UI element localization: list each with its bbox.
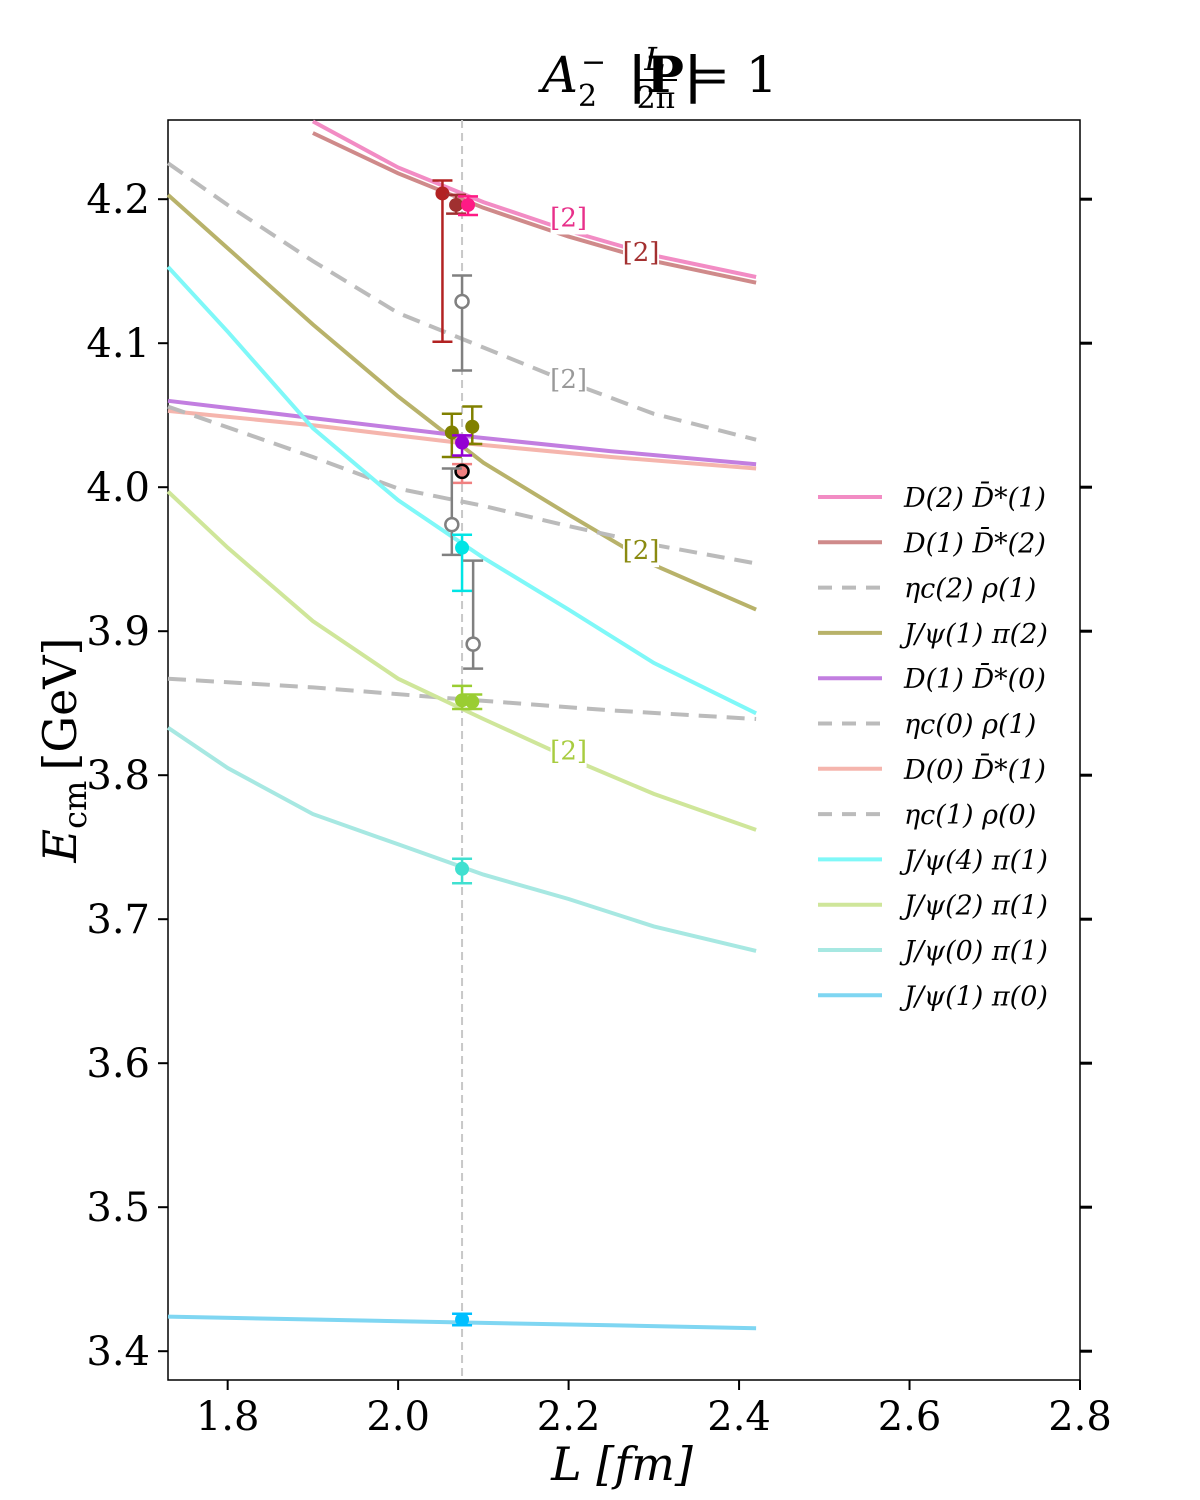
y-tick-label-3: 3.7 bbox=[86, 897, 150, 943]
series-line-9 bbox=[166, 490, 757, 832]
chart-title: A2− |P| bbox=[538, 45, 702, 114]
x-tick-label-2: 2.2 bbox=[537, 1394, 601, 1440]
y-tick-label-1: 3.5 bbox=[86, 1185, 150, 1231]
data-point-1 bbox=[449, 197, 464, 212]
series-line-1 bbox=[312, 131, 757, 285]
multiplicity-label-0: [2] bbox=[550, 203, 587, 233]
data-point-6 bbox=[455, 435, 470, 450]
y-tick-label-6: 4.0 bbox=[86, 465, 150, 511]
multiplicity-label-9: [2] bbox=[550, 736, 587, 766]
data-point-0 bbox=[435, 186, 450, 201]
series-line-0 bbox=[311, 119, 757, 279]
data-point-2 bbox=[461, 197, 476, 212]
legend-label-1: D(1) D̄*(2) bbox=[903, 525, 1046, 559]
x-axis-label: L [fm] bbox=[550, 1437, 693, 1491]
multiplicity-bg-2 bbox=[550, 357, 587, 396]
data-point-5 bbox=[465, 419, 480, 434]
multiplicity-bg-9 bbox=[550, 729, 587, 768]
multiplicity-label-1: [2] bbox=[623, 238, 660, 268]
data-point-12 bbox=[465, 694, 480, 709]
legend-label-5: ηc(0) ρ(1) bbox=[904, 710, 1036, 741]
legend-label-0: D(2) D̄*(1) bbox=[903, 480, 1046, 514]
multiplicity-label-2: [2] bbox=[550, 365, 587, 395]
legend-label-2: ηc(2) ρ(1) bbox=[904, 574, 1036, 605]
y-tick-label-4: 3.8 bbox=[86, 753, 150, 799]
title-fraction-numerator: L bbox=[643, 40, 665, 78]
x-tick-label-1: 2.0 bbox=[366, 1394, 430, 1440]
legend-label-11: J/ψ(1) π(0) bbox=[899, 981, 1048, 1012]
y-tick-label-7: 4.1 bbox=[86, 321, 150, 367]
data-point-11 bbox=[455, 693, 470, 708]
multiplicity-bg-3 bbox=[623, 529, 660, 568]
series-line-8 bbox=[166, 265, 757, 716]
legend-label-6: D(0) D̄*(1) bbox=[903, 752, 1046, 786]
data-point-7 bbox=[454, 463, 470, 480]
y-tick-label-0: 3.4 bbox=[86, 1329, 150, 1375]
plot-frame bbox=[167, 119, 1081, 1381]
data-point-3 bbox=[454, 293, 470, 310]
plot-points bbox=[432, 179, 484, 1327]
data-point-8 bbox=[444, 516, 460, 533]
x-tick-label-4: 2.6 bbox=[878, 1394, 942, 1440]
multiplicity-label-3: [2] bbox=[623, 536, 660, 566]
data-point-10 bbox=[465, 636, 481, 652]
series-line-2 bbox=[166, 161, 757, 442]
legend-label-3: J/ψ(1) π(2) bbox=[899, 619, 1048, 650]
multiplicity-bg-0 bbox=[550, 196, 587, 235]
data-point-9 bbox=[455, 540, 470, 555]
svg-text:Ecm[GeV]: Ecm[GeV] bbox=[33, 638, 94, 864]
legend-label-7: ηc(1) ρ(0) bbox=[904, 800, 1036, 831]
data-point-13 bbox=[455, 861, 470, 876]
title-rhs: = 1 bbox=[688, 46, 778, 104]
y-tick-label-5: 3.9 bbox=[86, 609, 150, 655]
y-tick-label-8: 4.2 bbox=[86, 177, 150, 223]
axes: 1.8 2.0 2.2 2.4 2.6 2.8 3.4 3.5 3.6 3.7 3.8 3.9 4.0 4… bbox=[86, 177, 1111, 1440]
data-point-4 bbox=[444, 425, 459, 440]
series-line-10 bbox=[166, 726, 757, 953]
legend-label-10: J/ψ(0) π(1) bbox=[899, 936, 1048, 967]
title-fraction-denominator: 2π bbox=[637, 81, 676, 116]
legend: D(2) D̄*(1) D(1) D̄*(2) ηc(2) ρ(1) J/ψ(1) π… bbox=[818, 480, 1048, 1012]
data-point-14 bbox=[455, 1312, 470, 1327]
legend-label-8: J/ψ(4) π(1) bbox=[899, 845, 1048, 876]
legend-label-9: J/ψ(2) π(1) bbox=[899, 891, 1048, 922]
y-tick-label-2: 3.6 bbox=[86, 1041, 150, 1087]
y-axis-label: Ecm[GeV] bbox=[33, 638, 94, 864]
multiplicity-bg-1 bbox=[623, 231, 660, 270]
plot-labels: [2] [2] [2] [2] [2] bbox=[550, 196, 660, 768]
legend-label-4: D(1) D̄*(0) bbox=[903, 661, 1046, 695]
x-tick-label-3: 2.4 bbox=[707, 1394, 771, 1440]
x-tick-label-0: 1.8 bbox=[196, 1394, 260, 1440]
x-tick-label-5: 2.8 bbox=[1048, 1394, 1112, 1440]
